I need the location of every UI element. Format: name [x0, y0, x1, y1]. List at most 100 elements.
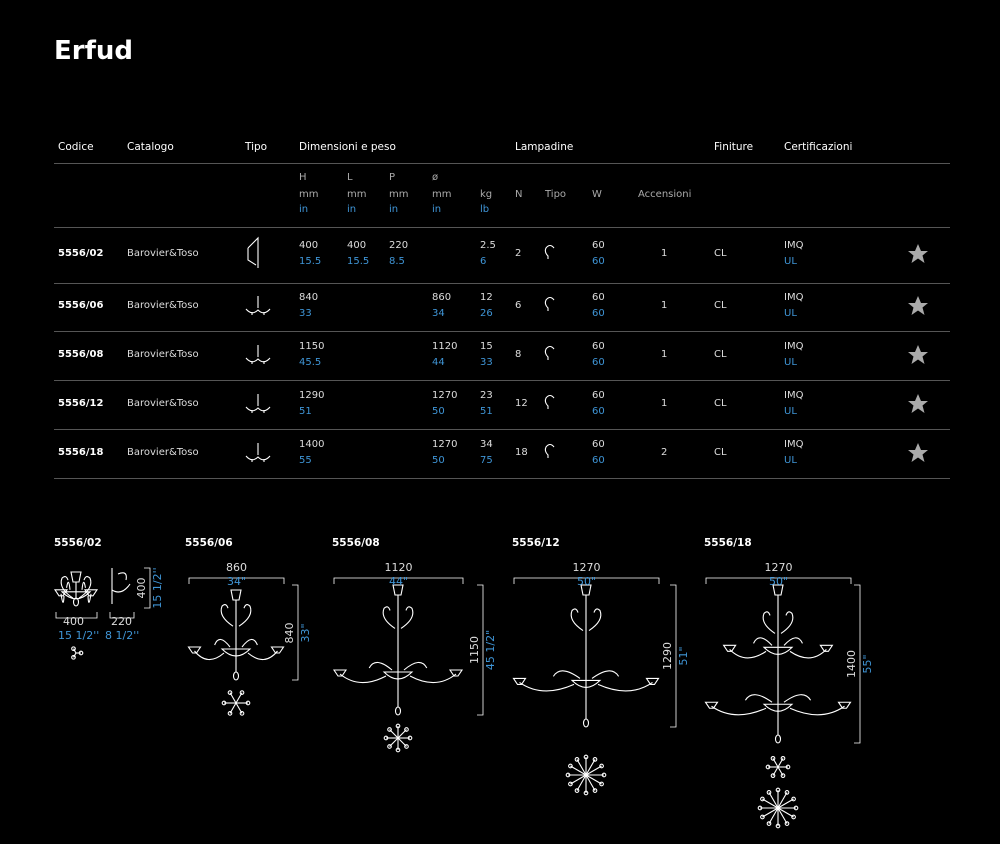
- chandelier-line: [772, 584, 784, 735]
- value-metric: 60: [592, 240, 605, 251]
- dimension-line: [477, 584, 484, 716]
- chandelier-line: [570, 608, 602, 632]
- plan-arm: [777, 798, 794, 809]
- chandelier-line: [382, 606, 414, 629]
- plan-cup: [770, 773, 776, 779]
- unit-metric: mm: [432, 189, 452, 200]
- favorite-star[interactable]: [908, 345, 928, 364]
- chandelier-line: [230, 589, 242, 672]
- chandelier-drop: [394, 706, 402, 716]
- table-rule: [54, 331, 950, 332]
- dimension-line: [705, 577, 852, 584]
- chandelier-drop: [232, 671, 240, 681]
- bulb-icon: [544, 443, 555, 458]
- value-metric: 860: [432, 292, 452, 303]
- lamp-subheader: W: [592, 189, 602, 200]
- plan-cup: [387, 744, 392, 749]
- plan-arm: [585, 765, 602, 776]
- value-imperial: 33: [299, 308, 312, 319]
- plan-cup: [766, 790, 772, 795]
- favorite-star[interactable]: [908, 394, 928, 413]
- value-metric: 1270: [432, 439, 458, 450]
- value-metric: 1270: [432, 390, 458, 401]
- plan-cup: [583, 754, 589, 760]
- chandelier-line: [722, 644, 834, 652]
- chandelier-line: [214, 638, 258, 648]
- dimension-label: 220: [111, 615, 132, 628]
- catalog: Barovier&Toso: [127, 398, 199, 409]
- value-imperial: 45.5: [299, 357, 322, 368]
- value-imperial: 51: [480, 406, 493, 417]
- value-metric: 60: [592, 390, 605, 401]
- dimension-label: 45 1/2": [484, 629, 497, 671]
- plan-cup: [71, 654, 76, 660]
- dimension-line: [144, 567, 151, 609]
- value-imperial: 33: [480, 357, 493, 368]
- plan-arm: [762, 798, 779, 809]
- chandelier-drop: [582, 718, 590, 728]
- dimension-label: 860: [226, 561, 247, 574]
- value-metric: 1290: [299, 390, 325, 401]
- plan-cup: [78, 650, 84, 656]
- chandelier-line: [66, 581, 86, 590]
- finish: CL: [714, 349, 727, 360]
- plan-cup: [568, 781, 573, 787]
- type-icon-line: [245, 345, 271, 364]
- plan-cup: [793, 805, 799, 811]
- plan-cup: [599, 781, 604, 787]
- dimension-label: 1120: [384, 561, 413, 574]
- chandelier-line: [744, 694, 812, 703]
- dimension-label: 50": [768, 575, 789, 588]
- value-imperial: 50: [432, 455, 445, 466]
- value-imperial: 15.5: [299, 256, 322, 267]
- catalog: Barovier&Toso: [127, 447, 199, 458]
- table-rule: [54, 380, 950, 381]
- type-icon: [245, 296, 271, 315]
- plan-cup: [791, 814, 796, 820]
- dimension-label: 15 1/2'': [58, 629, 100, 642]
- product-title: Erfud: [54, 36, 134, 66]
- favorite-star[interactable]: [908, 296, 928, 315]
- value-imperial: 26: [480, 308, 493, 319]
- value-imperial: 60: [592, 308, 605, 319]
- drawing-code: 5556/18: [704, 537, 752, 549]
- product-code: 5556/12: [58, 398, 104, 409]
- chandelier-line: [332, 669, 464, 677]
- lamp-subheader: Tipo: [545, 189, 567, 200]
- chandelier-line: [519, 681, 653, 692]
- column-header: Certificazioni: [784, 141, 853, 153]
- dimension-line: [333, 577, 464, 584]
- plan-arm: [585, 774, 602, 785]
- favorite-star[interactable]: [908, 244, 928, 263]
- plan-cup: [227, 690, 233, 695]
- plan-cup: [574, 788, 580, 793]
- value-imperial: 44: [432, 357, 445, 368]
- value-metric: 1120: [432, 341, 458, 352]
- plan-arm: [576, 759, 587, 776]
- dimension-line: [854, 584, 861, 744]
- product-code: 5556/02: [58, 248, 104, 259]
- value-metric: 220: [389, 240, 409, 251]
- chandelier-line: [762, 703, 794, 712]
- switch-count: 1: [661, 398, 668, 409]
- drawing-code: 5556/06: [185, 537, 233, 549]
- product-code: 5556/18: [58, 447, 104, 458]
- bulb-icon: [544, 345, 555, 360]
- column-header: Catalogo: [127, 141, 174, 153]
- switch-count: 1: [661, 300, 668, 311]
- type-icon-line: [245, 394, 271, 413]
- plan-cup: [227, 711, 233, 716]
- bulb-icon: [544, 244, 555, 259]
- dimension-label: 1290: [661, 642, 674, 670]
- chandelier-line: [392, 584, 404, 707]
- favorite-star[interactable]: [908, 443, 928, 462]
- lamp-count: 2: [515, 248, 522, 259]
- plan-cup: [568, 763, 573, 769]
- value-metric: 15: [480, 341, 493, 352]
- type-icon: [245, 443, 271, 462]
- plan-arm: [570, 765, 587, 776]
- finish: CL: [714, 248, 727, 259]
- plan-arm: [73, 652, 77, 658]
- certification: IMQ: [784, 390, 804, 401]
